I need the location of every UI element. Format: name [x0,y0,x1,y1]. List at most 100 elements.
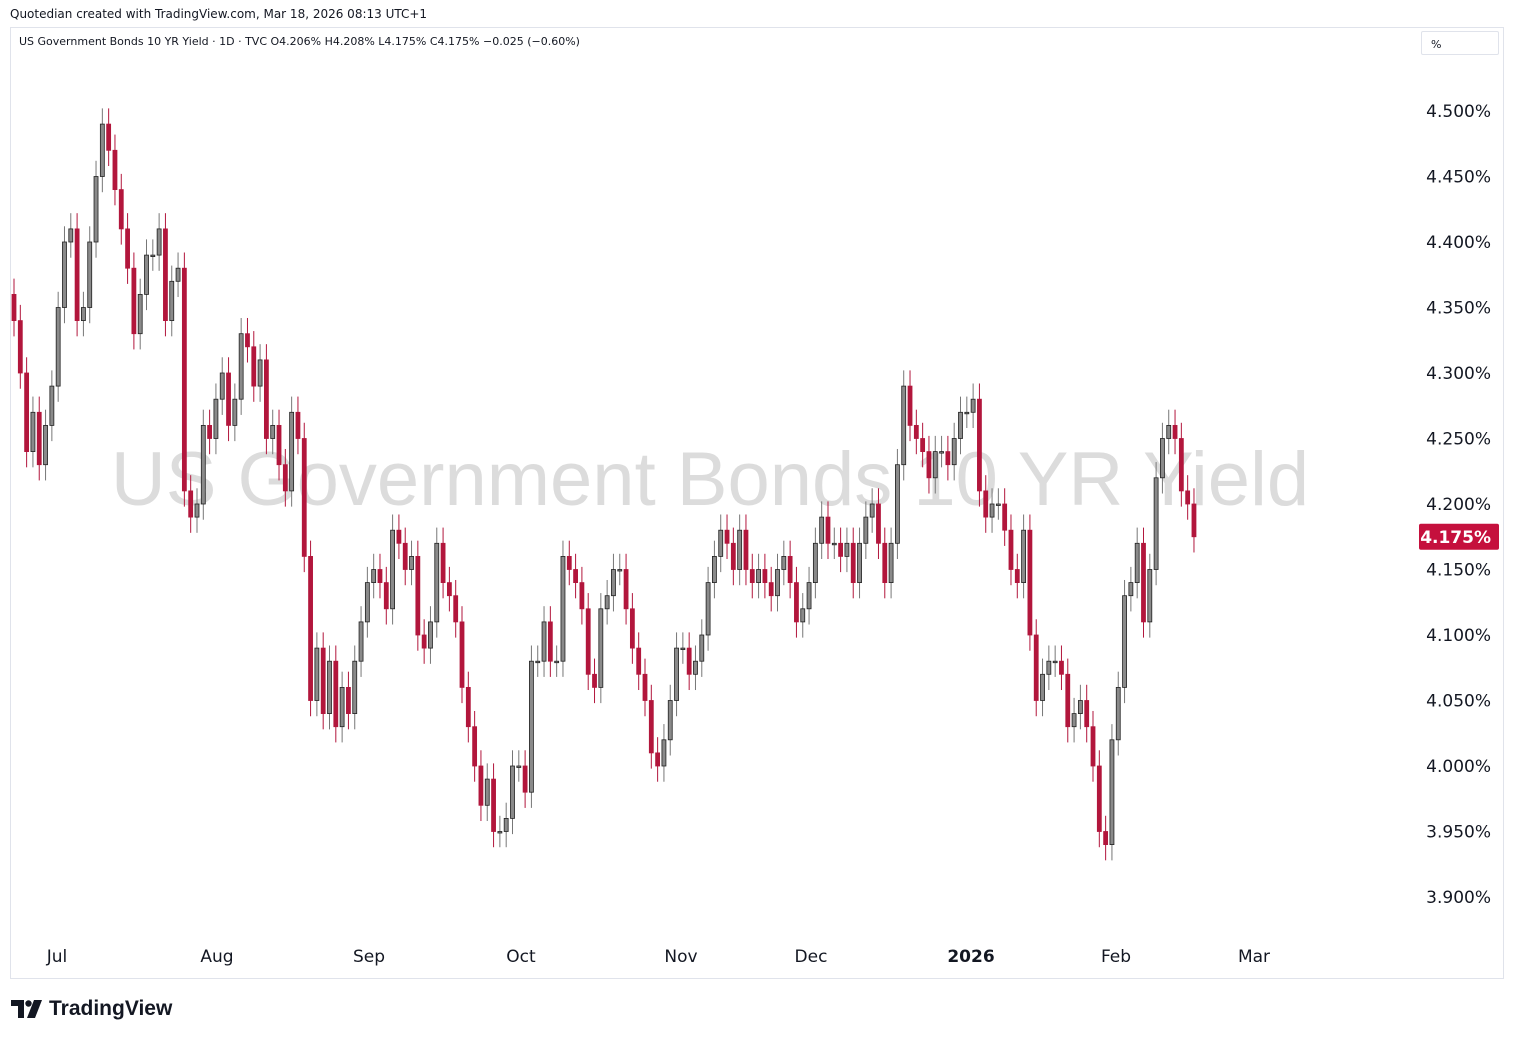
candle-body [825,516,831,544]
candle [137,278,143,350]
candle-body [958,411,963,439]
candle [459,606,465,704]
candle-body [163,228,168,321]
candle [1128,566,1134,612]
candle [1166,409,1172,455]
candle [62,226,67,324]
candle [238,317,244,415]
candle-body [863,516,869,544]
candle [838,527,844,573]
y-tick-label: 4.200% [1426,495,1491,515]
candle-body [888,542,894,583]
candle-body [125,228,130,269]
candle-body [995,503,1001,506]
candle-body [592,673,597,688]
candle-body [396,529,402,544]
candle-body [263,359,269,439]
candle [112,134,118,206]
candle [251,331,257,402]
candle [1090,710,1096,782]
candle-body [907,385,913,426]
x-tick-label: Jul [46,947,68,967]
candle [465,671,471,743]
candle-body [415,556,421,636]
candle [358,606,364,677]
candle-body [945,451,951,466]
candle-body [194,503,200,518]
candle-body [402,542,408,570]
candle-body [346,687,351,715]
candle [106,108,112,167]
candle-body [787,556,793,584]
last-price-label: 4.175% [1420,528,1491,548]
candle [289,396,295,507]
candle [794,566,799,638]
candle [1160,422,1165,494]
candle [30,396,36,468]
candle [756,553,761,599]
unit-selector[interactable]: % [1421,31,1499,55]
candle-body [1134,542,1140,583]
candle-body [465,687,471,728]
candle [497,815,503,848]
candle [1002,488,1008,546]
candle-body [1122,595,1127,688]
candle [1191,488,1197,553]
candle-body [699,634,705,662]
candle-body [705,582,711,636]
candle [1185,475,1191,520]
candle [825,501,831,560]
candle-body [106,123,112,151]
candle-body [36,411,42,466]
candle-body [1191,503,1197,538]
candle [667,684,673,756]
candle-body [497,831,503,834]
candle-body [529,660,534,793]
candle-body [295,411,301,439]
y-tick-label: 4.400% [1426,233,1491,253]
candle [529,645,534,808]
chart-frame[interactable] [10,27,1504,979]
candle [339,671,345,743]
candle [895,448,900,560]
candle-body [1046,660,1052,675]
candle [1065,658,1071,743]
candle [276,409,282,481]
candle-body [1115,687,1121,741]
candle [932,435,938,494]
candle-body [17,320,23,374]
candle [737,514,743,586]
candle-body [629,608,635,649]
tradingview-logo[interactable]: TradingView [11,995,172,1023]
candle-body [617,569,623,572]
candle-body [1185,490,1191,505]
candle [282,448,288,507]
x-tick-label: 2026 [947,947,994,967]
candle [402,527,408,586]
candle [434,527,440,638]
candle [87,226,93,324]
y-tick-label: 4.350% [1426,299,1491,319]
candle-body [1027,529,1033,636]
candle-body [453,595,459,623]
candle [194,488,200,533]
candle-body [43,424,48,466]
candle [699,619,705,677]
candle-body [112,149,118,191]
candle [352,645,358,730]
candle-body [642,673,648,701]
candle [263,344,269,455]
candle [876,488,881,560]
candle-body [62,241,67,308]
candle [346,671,351,730]
candle-body [74,228,80,321]
candle-body [882,542,888,583]
last-price-marker: 4.175% [1419,523,1499,550]
candle-body [503,818,509,832]
candle-body [661,739,667,767]
symbol-legend[interactable]: US Government Bonds 10 YR Yield · 1D · T… [19,35,580,48]
candle [440,527,446,599]
chart-credit: Quotedian created with TradingView.com, … [10,7,428,21]
candles-group [11,108,1197,861]
